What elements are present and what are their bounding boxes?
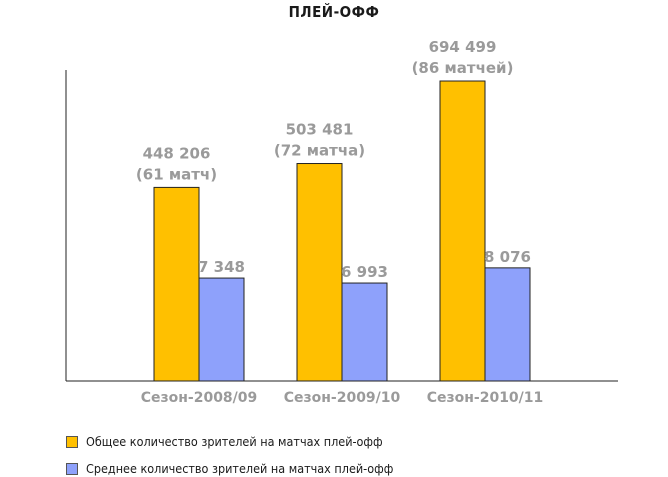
- x-tick-labels-group: Сезон-2008/09 Сезон-2009/10 Сезон-2010/11: [141, 390, 544, 406]
- data-sublabel-total-1: (72 матча): [274, 142, 365, 160]
- bar-average-1: [341, 282, 388, 382]
- x-tick-label-2: Сезон-2010/11: [427, 390, 544, 406]
- data-sublabel-total-2: (86 матчей): [412, 59, 514, 77]
- value-labels-group: 448 206 (61 матч) 503 481 (72 матча) 694 499…: [136, 38, 531, 281]
- legend-label-average: Среднее количество зрителей на матчах пл…: [86, 461, 394, 476]
- data-label-total-2: 694 499: [429, 38, 497, 56]
- data-label-total-1: 503 481: [286, 121, 354, 139]
- bar-total-2: [439, 80, 486, 382]
- legend-item-total: Общее количество зрителей на матчах плей…: [66, 434, 383, 449]
- legend-swatch-average: [66, 462, 78, 475]
- data-label-average-2: 8 076: [484, 248, 531, 266]
- data-sublabel-total-0: (61 матч): [136, 165, 217, 183]
- legend-item-average: Среднее количество зрителей на матчах пл…: [66, 461, 393, 476]
- bar-average-0: [198, 277, 245, 382]
- bar-chart: 448 206 (61 матч) 503 481 (72 матча) 694 499…: [65, 38, 618, 406]
- data-label-total-0: 448 206: [143, 144, 211, 162]
- x-tick-label-1: Сезон-2009/10: [284, 390, 401, 406]
- chart-title: ПЛЕЙ-ОФФ: [288, 3, 380, 21]
- bar-average-2: [484, 267, 531, 382]
- data-label-average-1: 6 993: [341, 263, 388, 281]
- x-tick-label-0: Сезон-2008/09: [141, 390, 258, 406]
- data-label-average-0: 7 348: [198, 258, 245, 276]
- legend-label-total: Общее количество зрителей на матчах плей…: [86, 434, 383, 449]
- bar-total-0: [153, 186, 200, 382]
- bars-group: [153, 80, 531, 382]
- bar-total-1: [296, 163, 343, 382]
- legend-swatch-total: [66, 435, 78, 448]
